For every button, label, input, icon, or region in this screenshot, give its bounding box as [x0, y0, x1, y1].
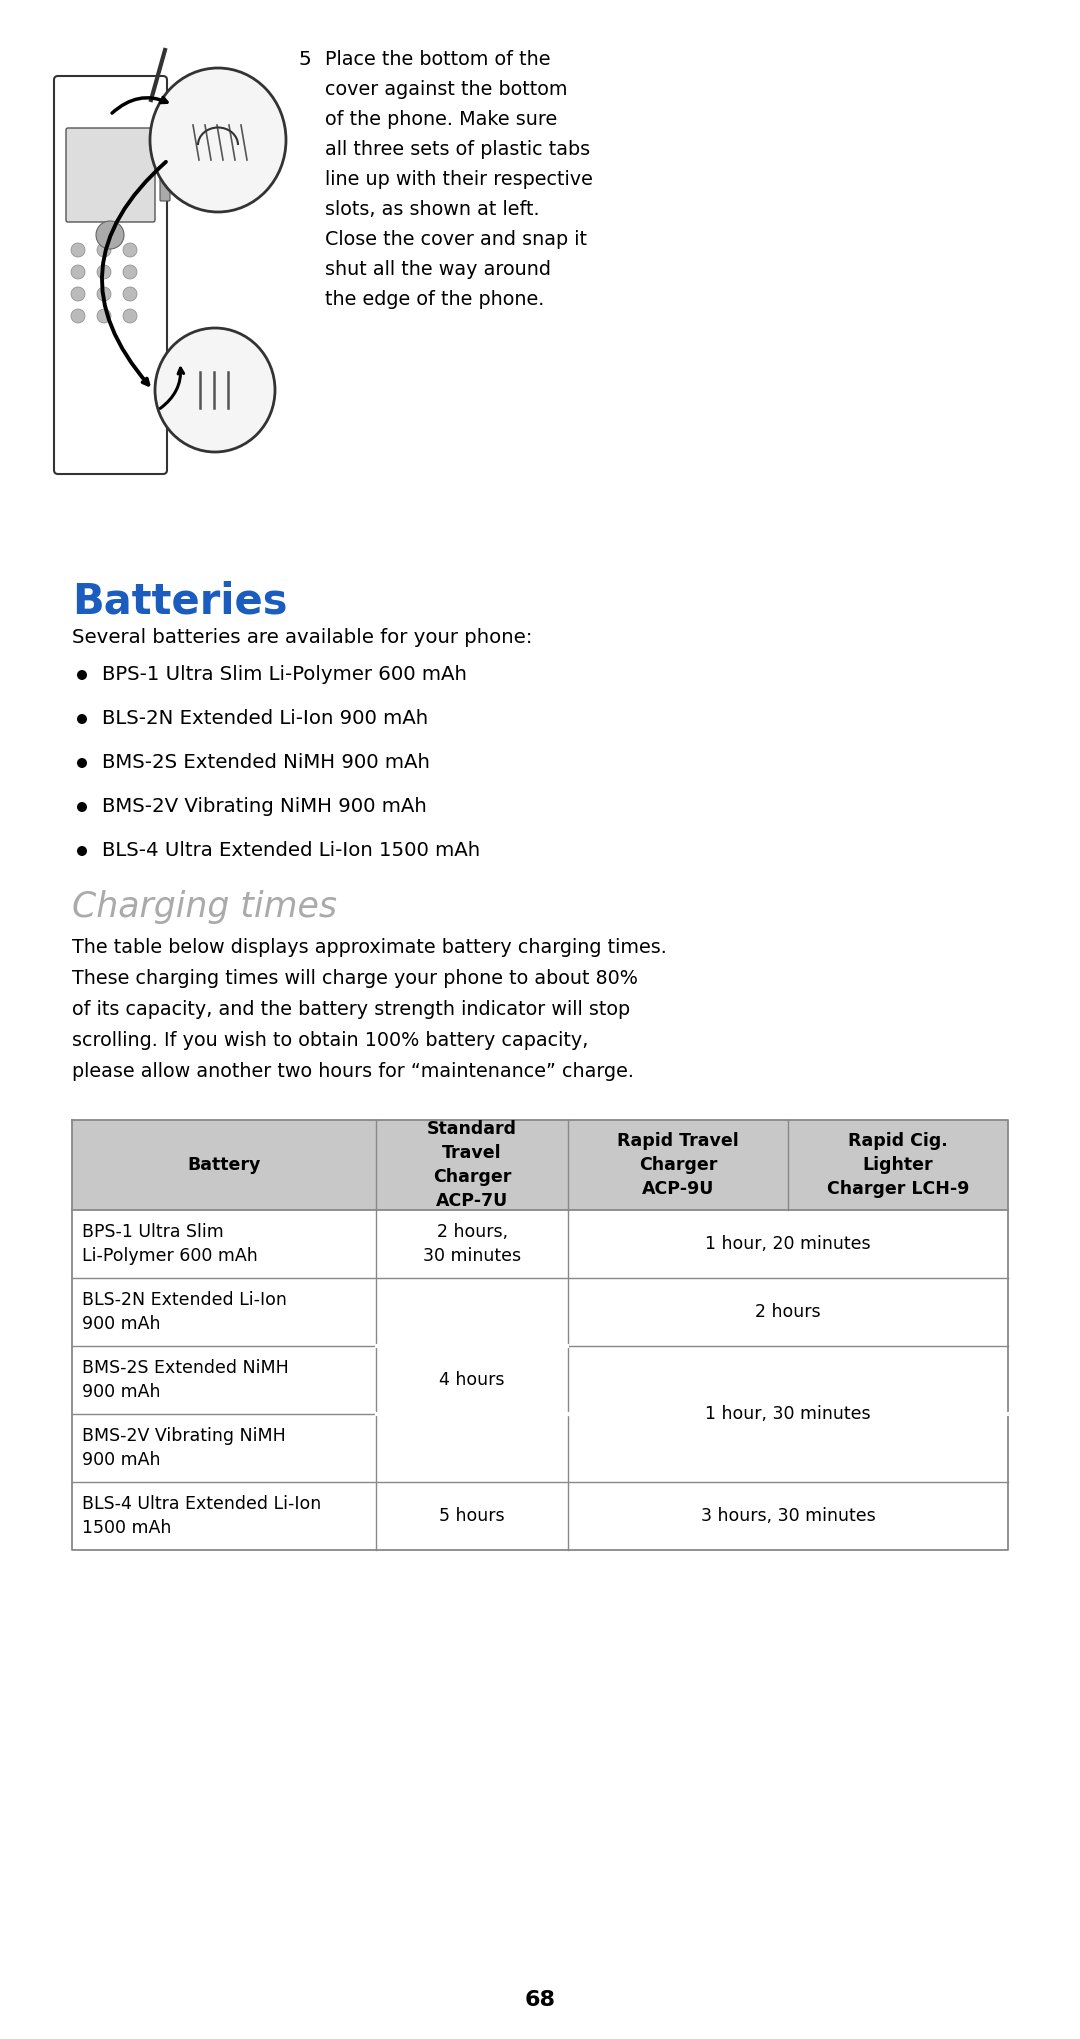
Text: Several batteries are available for your phone:: Several batteries are available for your…	[72, 628, 532, 646]
Text: the edge of the phone.: the edge of the phone.	[325, 290, 544, 310]
FancyBboxPatch shape	[160, 173, 170, 202]
Circle shape	[71, 310, 85, 322]
Text: 5: 5	[298, 51, 311, 69]
Text: 2 hours,
30 minutes: 2 hours, 30 minutes	[423, 1223, 522, 1264]
Ellipse shape	[150, 67, 286, 212]
Circle shape	[71, 243, 85, 257]
Text: Batteries: Batteries	[72, 579, 287, 622]
Text: The table below displays approximate battery charging times.: The table below displays approximate bat…	[72, 938, 666, 956]
Circle shape	[123, 265, 137, 279]
Text: These charging times will charge your phone to about 80%: These charging times will charge your ph…	[72, 969, 638, 989]
FancyBboxPatch shape	[54, 75, 167, 473]
Text: Place the bottom of the: Place the bottom of the	[325, 51, 551, 69]
Text: BLS-2N Extended Li-Ion
900 mAh: BLS-2N Extended Li-Ion 900 mAh	[82, 1291, 287, 1334]
Text: of the phone. Make sure: of the phone. Make sure	[325, 110, 557, 128]
Circle shape	[71, 265, 85, 279]
Text: of its capacity, and the battery strength indicator will stop: of its capacity, and the battery strengt…	[72, 999, 630, 1020]
Text: please allow another two hours for “maintenance” charge.: please allow another two hours for “main…	[72, 1062, 634, 1081]
Text: Close the cover and snap it: Close the cover and snap it	[325, 230, 588, 249]
Ellipse shape	[156, 328, 275, 453]
Text: slots, as shown at left.: slots, as shown at left.	[325, 200, 540, 218]
Circle shape	[123, 310, 137, 322]
Text: all three sets of plastic tabs: all three sets of plastic tabs	[325, 141, 590, 159]
Text: BPS-1 Ultra Slim Li-Polymer 600 mAh: BPS-1 Ultra Slim Li-Polymer 600 mAh	[102, 665, 467, 683]
Circle shape	[77, 846, 87, 856]
Text: Battery: Battery	[188, 1156, 260, 1174]
Text: 2 hours: 2 hours	[755, 1303, 821, 1321]
Circle shape	[97, 265, 111, 279]
Text: 1 hour, 30 minutes: 1 hour, 30 minutes	[705, 1405, 870, 1423]
Circle shape	[77, 759, 87, 769]
Text: BLS-2N Extended Li-Ion 900 mAh: BLS-2N Extended Li-Ion 900 mAh	[102, 710, 428, 728]
Text: shut all the way around: shut all the way around	[325, 261, 551, 279]
Circle shape	[97, 243, 111, 257]
Text: BLS-4 Ultra Extended Li-Ion
1500 mAh: BLS-4 Ultra Extended Li-Ion 1500 mAh	[82, 1495, 321, 1537]
Text: BPS-1 Ultra Slim
Li-Polymer 600 mAh: BPS-1 Ultra Slim Li-Polymer 600 mAh	[82, 1223, 258, 1264]
Bar	[72, 1119, 1008, 1209]
Text: 4 hours: 4 hours	[440, 1370, 504, 1389]
Text: 68: 68	[525, 1990, 555, 2010]
Circle shape	[123, 287, 137, 302]
Text: 5 hours: 5 hours	[440, 1507, 505, 1525]
Text: 3 hours, 30 minutes: 3 hours, 30 minutes	[701, 1507, 876, 1525]
Circle shape	[123, 243, 137, 257]
Text: cover against the bottom: cover against the bottom	[325, 80, 567, 100]
Text: scrolling. If you wish to obtain 100% battery capacity,: scrolling. If you wish to obtain 100% ba…	[72, 1032, 589, 1050]
Circle shape	[97, 287, 111, 302]
Text: BLS-4 Ultra Extended Li-Ion 1500 mAh: BLS-4 Ultra Extended Li-Ion 1500 mAh	[102, 840, 481, 860]
Text: line up with their respective: line up with their respective	[325, 169, 593, 190]
Circle shape	[71, 287, 85, 302]
Circle shape	[97, 310, 111, 322]
Text: BMS-2V Vibrating NiMH 900 mAh: BMS-2V Vibrating NiMH 900 mAh	[102, 797, 427, 816]
Text: 1 hour, 20 minutes: 1 hour, 20 minutes	[705, 1236, 870, 1254]
Text: BMS-2S Extended NiMH 900 mAh: BMS-2S Extended NiMH 900 mAh	[102, 752, 430, 773]
Text: BMS-2V Vibrating NiMH
900 mAh: BMS-2V Vibrating NiMH 900 mAh	[82, 1427, 286, 1470]
Text: Standard
Travel
Charger
ACP-7U: Standard Travel Charger ACP-7U	[428, 1119, 517, 1211]
Text: Charging times: Charging times	[72, 889, 337, 924]
Circle shape	[77, 714, 87, 724]
Text: Rapid Travel
Charger
ACP-9U: Rapid Travel Charger ACP-9U	[617, 1132, 739, 1199]
FancyBboxPatch shape	[66, 128, 156, 222]
Circle shape	[96, 220, 124, 249]
Circle shape	[77, 801, 87, 812]
Circle shape	[77, 671, 87, 679]
Text: Rapid Cig.
Lighter
Charger LCH-9: Rapid Cig. Lighter Charger LCH-9	[827, 1132, 969, 1199]
Text: BMS-2S Extended NiMH
900 mAh: BMS-2S Extended NiMH 900 mAh	[82, 1358, 288, 1401]
